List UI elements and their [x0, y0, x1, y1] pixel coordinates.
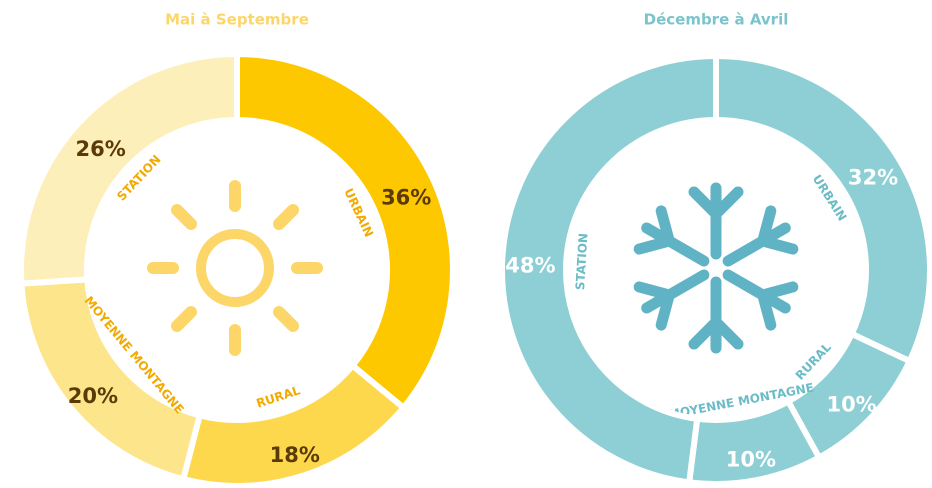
percent-label: 48% — [505, 253, 555, 277]
percent-label: 36% — [381, 185, 431, 209]
percent-label: 10% — [826, 392, 876, 416]
category-label: STATION — [573, 233, 591, 291]
donut-segment — [499, 52, 719, 486]
percent-label: 20% — [68, 384, 118, 408]
chart-title: Décembre à Avril — [644, 11, 789, 29]
snowflake-icon — [636, 182, 797, 348]
percent-label: 18% — [270, 443, 320, 467]
donut-segment — [18, 276, 204, 483]
percent-label: 32% — [848, 165, 898, 189]
chart-title: Mai à Septembre — [165, 11, 309, 29]
sun-icon — [147, 180, 323, 356]
donut-segment — [18, 50, 240, 287]
donut-segment — [234, 50, 456, 412]
percent-label: 26% — [76, 137, 126, 161]
percent-label: 10% — [726, 448, 776, 472]
donut-segment — [713, 52, 932, 366]
